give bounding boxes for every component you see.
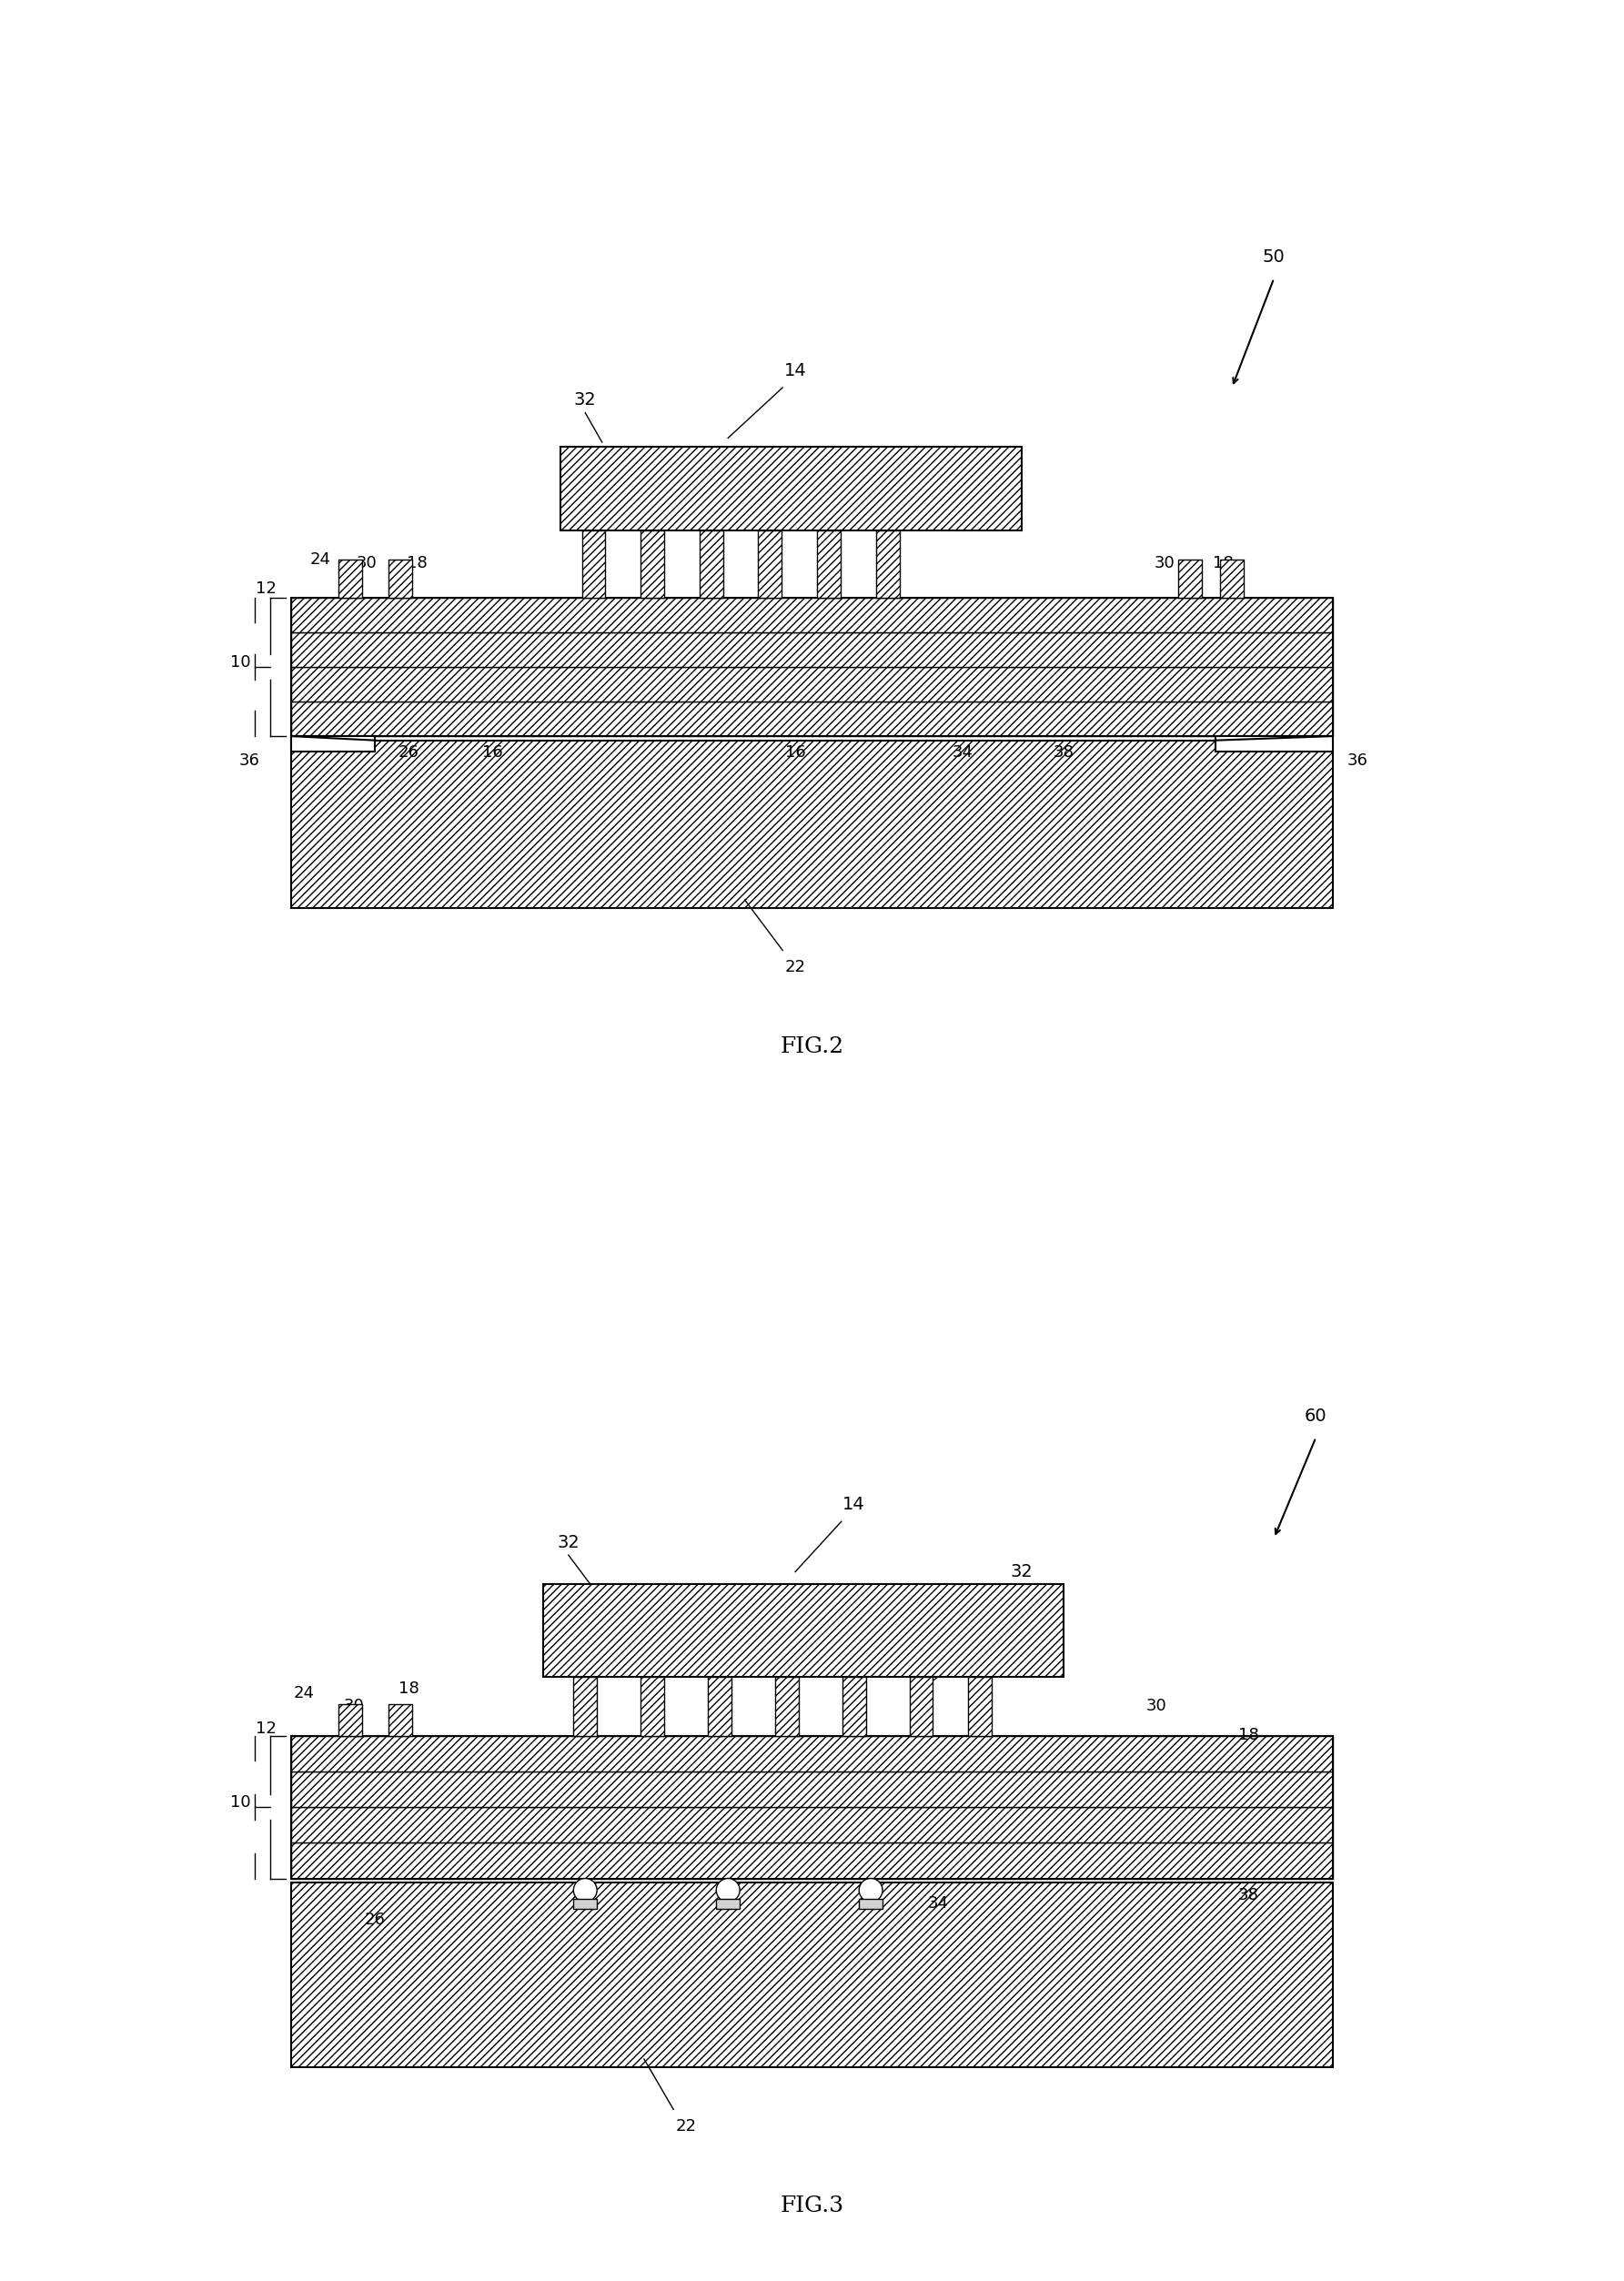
Text: 32: 32: [557, 1533, 580, 1551]
Bar: [700, 531, 723, 598]
Text: 18: 18: [1239, 1727, 1259, 1743]
Text: 16: 16: [784, 744, 806, 762]
Bar: [758, 531, 781, 598]
Bar: [338, 1704, 362, 1736]
Text: 40: 40: [718, 1896, 739, 1911]
Bar: [859, 1898, 882, 1909]
Bar: [291, 1736, 1333, 1880]
Text: 30: 30: [1155, 557, 1176, 573]
Text: 34: 34: [927, 1896, 948, 1911]
Polygon shape: [291, 737, 375, 750]
Bar: [291, 1843, 1333, 1880]
Text: 40: 40: [575, 1896, 596, 1911]
Text: 14: 14: [784, 363, 807, 379]
Text: 22: 22: [784, 958, 806, 974]
Text: 16: 16: [944, 1642, 966, 1661]
Text: 22: 22: [676, 2117, 697, 2135]
Bar: [291, 1772, 1333, 1807]
Text: 24: 24: [294, 1686, 315, 1702]
Bar: [291, 741, 1333, 908]
Bar: [817, 531, 841, 598]
Bar: [716, 1898, 741, 1909]
Bar: [641, 1677, 664, 1736]
Circle shape: [716, 1880, 741, 1902]
Text: 60: 60: [1304, 1407, 1327, 1426]
Text: 10: 10: [231, 655, 252, 671]
Text: 30: 30: [357, 557, 377, 573]
Text: FIG.3: FIG.3: [780, 2197, 844, 2217]
Bar: [573, 1898, 598, 1909]
Bar: [641, 531, 664, 598]
Bar: [875, 531, 900, 598]
Text: 32: 32: [573, 392, 596, 408]
Text: 16: 16: [482, 744, 503, 762]
Text: 18: 18: [1213, 557, 1234, 573]
Bar: [291, 666, 1333, 703]
Polygon shape: [1215, 737, 1333, 750]
Text: 10: 10: [231, 1795, 252, 1811]
Bar: [291, 703, 1333, 737]
Text: 32: 32: [994, 484, 1017, 502]
Text: 50: 50: [1263, 249, 1285, 267]
Text: 18: 18: [408, 557, 427, 573]
Text: 26: 26: [398, 744, 419, 762]
Bar: [544, 1585, 1064, 1677]
Text: 12: 12: [255, 1720, 276, 1736]
Bar: [291, 632, 1333, 666]
Bar: [1177, 559, 1202, 598]
Bar: [388, 559, 412, 598]
Bar: [388, 1704, 412, 1736]
Bar: [291, 598, 1333, 737]
Bar: [909, 1677, 932, 1736]
Bar: [291, 1807, 1333, 1843]
Circle shape: [859, 1880, 882, 1902]
Bar: [573, 1677, 598, 1736]
Text: 38: 38: [1054, 744, 1075, 762]
Text: 30: 30: [1147, 1697, 1166, 1713]
Text: 24: 24: [310, 552, 331, 568]
Text: 34: 34: [953, 744, 974, 762]
Bar: [291, 598, 1333, 632]
Text: 40: 40: [861, 1896, 882, 1911]
Bar: [1220, 559, 1244, 598]
Bar: [775, 1677, 799, 1736]
Circle shape: [573, 1880, 598, 1902]
Bar: [581, 531, 606, 598]
Bar: [560, 447, 1021, 531]
Text: 32: 32: [1010, 1562, 1033, 1581]
Text: FIG.2: FIG.2: [780, 1036, 844, 1058]
Text: 14: 14: [843, 1496, 866, 1512]
Bar: [291, 1882, 1333, 2067]
Bar: [968, 1677, 992, 1736]
Bar: [843, 1677, 866, 1736]
Text: 36: 36: [1348, 753, 1369, 769]
Text: 30: 30: [344, 1697, 365, 1713]
Bar: [708, 1677, 731, 1736]
Text: 36: 36: [239, 753, 260, 769]
Bar: [338, 559, 362, 598]
Text: 26: 26: [365, 1911, 385, 1927]
Text: 18: 18: [398, 1681, 419, 1697]
Bar: [291, 1736, 1333, 1772]
Text: 38: 38: [1239, 1886, 1259, 1902]
Text: 12: 12: [255, 582, 276, 598]
